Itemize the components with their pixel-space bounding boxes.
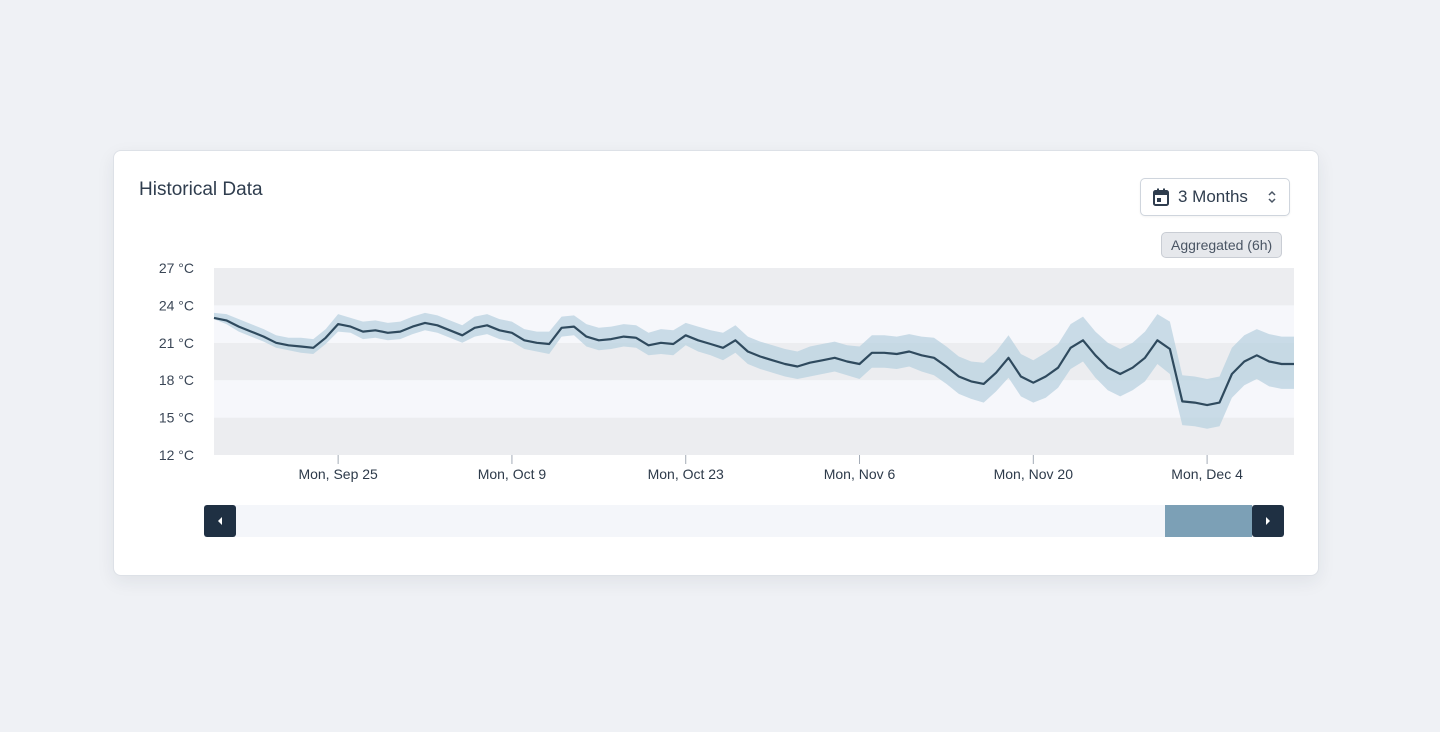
temperature-range-band <box>214 312 1294 429</box>
chevron-up-down-icon <box>1267 190 1277 204</box>
scroll-right-button[interactable] <box>1252 505 1284 537</box>
x-tick-label: Mon, Nov 20 <box>994 466 1074 482</box>
caret-right-icon <box>1266 517 1270 525</box>
y-tick-label: 15 °C <box>159 410 194 426</box>
aggregation-badge: Aggregated (6h) <box>1161 232 1283 258</box>
caret-left-icon <box>218 517 222 525</box>
x-tick-label: Mon, Dec 4 <box>1171 466 1243 482</box>
y-tick-label: 24 °C <box>159 297 194 313</box>
scroll-left-button[interactable] <box>204 505 236 537</box>
x-tick-label: Mon, Nov 6 <box>824 466 896 482</box>
x-tick-label: Mon, Oct 23 <box>648 466 724 482</box>
y-tick-label: 27 °C <box>159 260 194 276</box>
calendar-icon <box>1153 188 1169 206</box>
grid-band <box>214 417 1294 455</box>
temperature-line <box>213 316 1294 407</box>
y-tick-label: 18 °C <box>159 372 194 388</box>
time-range-label: 3 Months <box>1178 187 1248 206</box>
x-tick-label: Mon, Sep 25 <box>298 466 378 482</box>
y-tick-label: 21 °C <box>159 335 194 351</box>
y-tick-label: 12 °C <box>159 447 194 463</box>
historical-data-card: Historical Data 3 Months Aggregated (6h)… <box>113 150 1319 576</box>
card-title: Historical Data <box>139 179 263 200</box>
chart-scrollbar[interactable] <box>204 505 1284 537</box>
time-range-select[interactable]: 3 Months <box>1140 178 1290 216</box>
temperature-chart: 12 °C 15 °C 18 °C 21 °C 24 °C 27 °C Mon, Sep 2… <box>159 260 1294 482</box>
x-tick-label: Mon, Oct 9 <box>478 466 547 482</box>
grid-band <box>214 268 1294 306</box>
scrollbar-thumb[interactable] <box>1165 505 1252 537</box>
